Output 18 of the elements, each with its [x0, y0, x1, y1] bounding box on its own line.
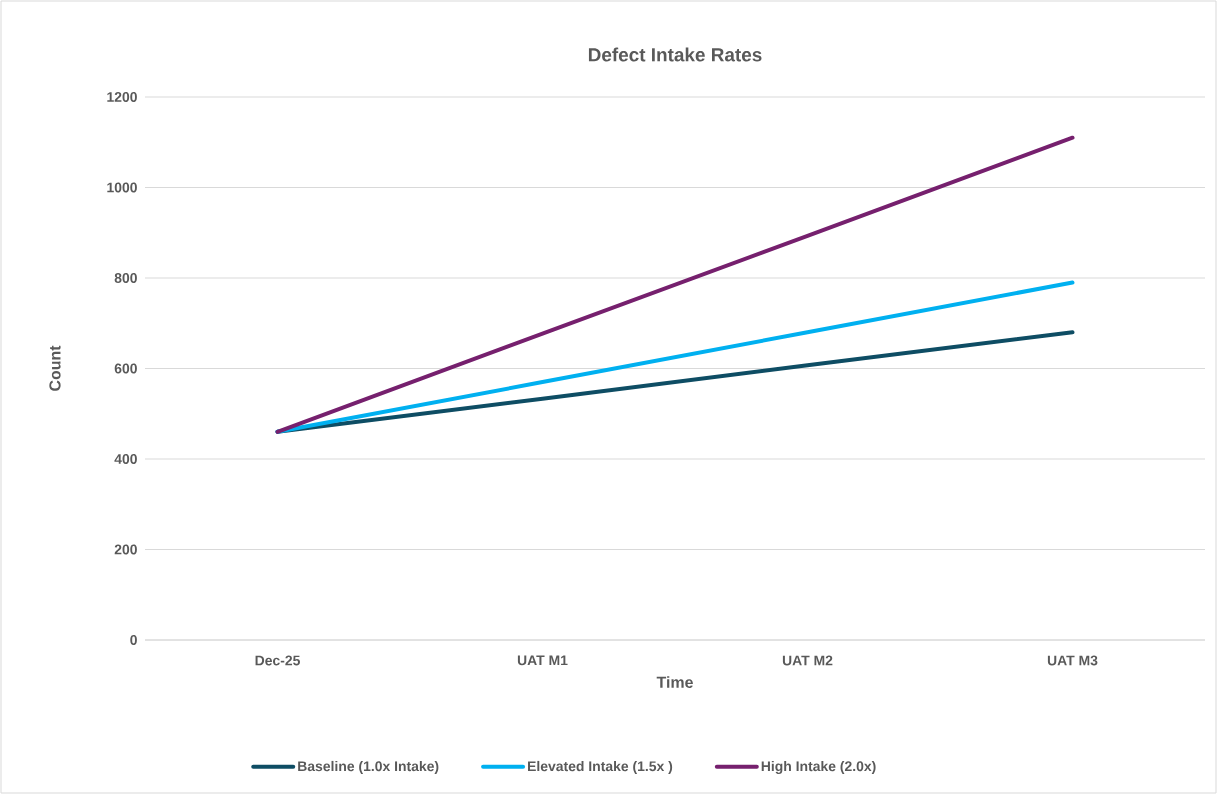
x-tick-label: UAT M2: [782, 655, 833, 666]
y-tick-label: 1000: [107, 182, 137, 193]
line-series: [275, 135, 1075, 434]
legend-label: Elevated Intake (1.5x ): [528, 760, 673, 774]
y-tick-label: 800: [114, 273, 137, 283]
y-tick-label: 400: [114, 454, 137, 464]
y-tick-label: 1200: [107, 92, 137, 102]
x-tick-label: Dec-25: [255, 655, 300, 666]
y-axis-title: Count: [49, 345, 61, 391]
legend-label: High Intake (2.0x): [761, 760, 876, 774]
chart-title: Defect Intake Rates: [588, 47, 762, 62]
x-tick-label: UAT M1: [517, 655, 568, 666]
y-tick-label: 200: [114, 544, 137, 555]
legend-label: Baseline (1.0x Intake): [298, 760, 439, 774]
y-tick-label: 600: [114, 363, 137, 374]
x-axis-title: Time: [656, 676, 693, 688]
x-tick-label: UAT M3: [1047, 655, 1098, 666]
y-tick-label: 0: [130, 635, 137, 645]
